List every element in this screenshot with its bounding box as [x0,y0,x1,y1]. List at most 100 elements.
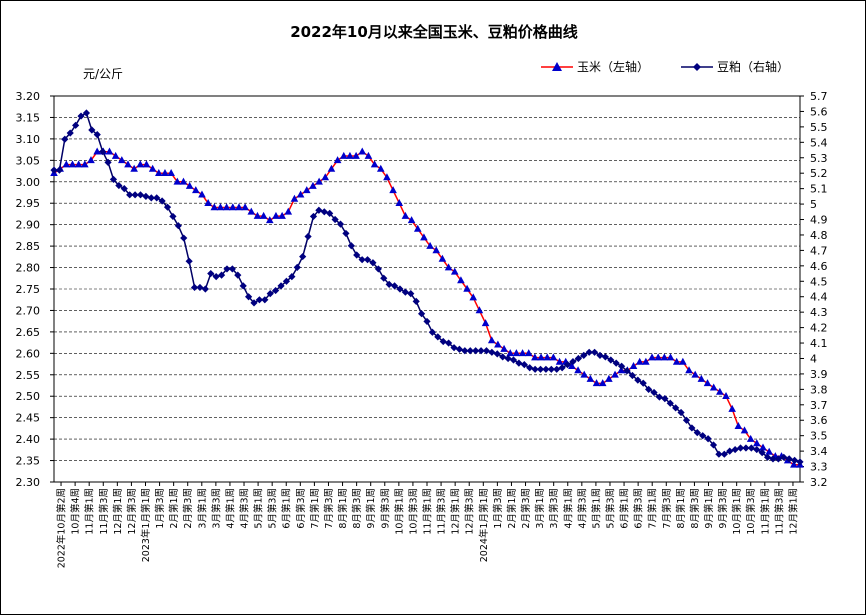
x-tick-label: 2月第3周 [182,488,194,529]
data-point [445,339,453,347]
data-point [282,277,291,285]
left-tick-label: 3.10 [16,133,41,146]
x-tick-label: 3月第3周 [210,488,222,529]
series-line [54,111,801,463]
data-point [612,359,620,367]
data-point [605,374,613,382]
data-point [691,370,699,378]
data-point [753,439,761,447]
data-point [383,173,391,181]
data-point [327,164,336,172]
legend-corn-marker [552,62,562,71]
x-tick-label: 4月第3周 [576,488,588,529]
data-point [401,288,409,296]
data-point [385,280,393,288]
data-point [450,267,459,275]
data-point [241,203,249,211]
x-tick-label: 9月第3周 [717,488,729,529]
data-point [315,206,323,214]
right-tick-label: 4 [810,352,817,365]
series-soy [50,109,804,466]
left-tick-label: 2.45 [16,412,41,425]
data-point [469,293,478,301]
data-point [158,197,166,205]
x-tick-label: 3月第1周 [196,488,208,529]
data-point [549,353,558,361]
data-point [720,450,728,458]
right-tick-label: 3.3 [810,461,828,474]
data-point [320,208,328,216]
data-point [542,365,550,373]
right-tick-label: 4.2 [810,322,828,335]
data-point [407,216,416,224]
data-point [677,408,685,417]
data-point [247,207,256,215]
data-point [207,269,215,278]
data-point [93,147,101,155]
right-tick-label: 3.5 [810,430,828,443]
data-point [774,455,782,463]
data-point [104,158,112,166]
right-tick-label: 5.1 [810,183,828,196]
data-point [763,453,772,461]
right-tick-label: 4.4 [810,291,828,304]
data-point [726,447,734,455]
x-tick-label: 11月第1周 [422,488,434,535]
data-point [648,353,656,361]
data-point [234,271,242,279]
x-tick-label: 7月第1周 [647,488,659,529]
data-point [370,160,379,168]
data-point [192,186,200,194]
data-point [679,357,687,365]
data-point [504,354,512,363]
data-point [618,362,626,370]
data-point [374,265,382,273]
data-point [553,365,561,373]
data-point [547,365,555,373]
data-point [704,435,712,443]
data-point [180,234,188,242]
data-point [506,349,515,357]
data-point [543,353,552,361]
data-point [558,364,566,372]
data-point [302,186,311,194]
left-tick-label: 2.50 [16,390,41,403]
data-point [477,347,485,355]
data-point [790,456,799,464]
data-point [390,282,399,290]
data-point [413,224,422,232]
data-point [580,351,588,359]
data-point [623,367,631,375]
data-point [342,229,350,238]
right-tick-label: 4.6 [810,260,828,273]
data-point [736,444,745,452]
data-point [363,256,372,264]
x-tick-label: 11月第3周 [436,488,448,535]
left-tick-label: 2.70 [16,304,41,317]
x-tick-label: 8月第3周 [689,488,701,529]
x-tick-label: 10月第1周 [393,488,405,535]
data-point [526,364,534,372]
data-point [747,444,755,452]
data-point [703,379,712,387]
data-point [290,194,299,202]
left-tick-label: 2.30 [16,476,41,489]
data-point [174,222,182,230]
x-tick-label: 8月第1周 [675,488,687,529]
left-tick-label: 3.20 [16,90,41,103]
x-tick-label: 7月第3周 [661,488,673,529]
data-point [499,353,507,361]
left-tick-label: 2.60 [16,347,41,360]
data-point [396,285,404,293]
data-point [592,379,601,387]
x-tick-label: 5月第1周 [253,488,265,529]
data-point [569,357,577,366]
x-tick-label: 10月第3周 [745,488,757,535]
data-point [466,347,474,355]
data-point [228,203,237,211]
data-point [331,215,339,224]
x-tick-label: 9月第1周 [703,488,715,529]
data-point [734,422,743,430]
data-point [493,350,501,358]
